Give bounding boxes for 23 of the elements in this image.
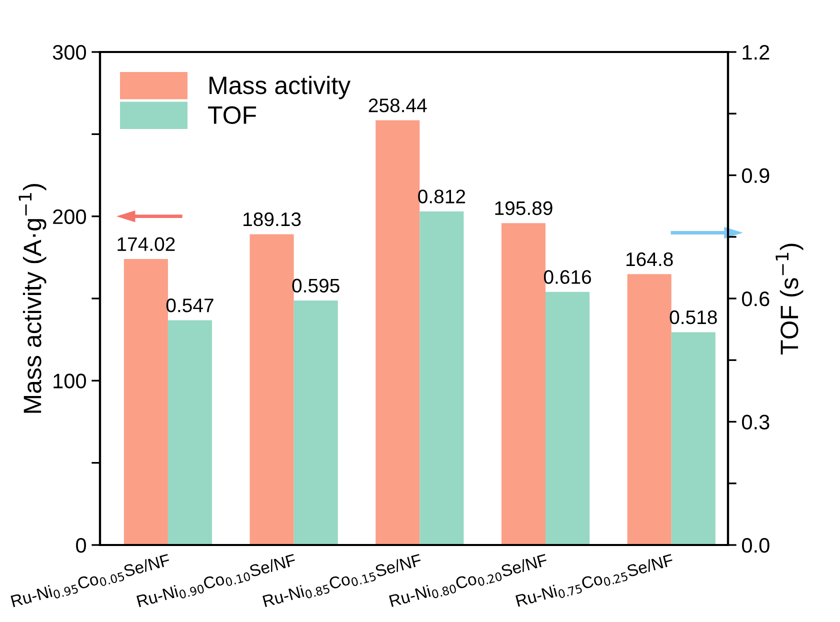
data-label: 0.616 [544,270,592,284]
y2-tick-label: 0.0 [742,538,770,553]
y2-axis-title: TOF (s$^{−1}$) [776,244,804,354]
y-axis-title: Mass activity (A·g$^{−1}$) [18,184,46,413]
data-label: 0.547 [166,298,214,312]
y2-tick-label: 0.6 [742,292,770,306]
data-label: 0.595 [292,278,340,293]
y2-tick-label: 1.2 [742,45,770,60]
y2-tick-label: 0.3 [742,414,770,430]
data-label: 174.02 [118,237,175,252]
data-label: 258.44 [368,98,427,112]
data-label: 0.812 [418,190,466,204]
y-tick-label: 100 [54,374,86,388]
data-label: 189.13 [244,212,301,226]
y-tick-label: 300 [52,45,86,60]
data-label: 0.518 [670,310,717,324]
y-tick-label: 0 [76,538,86,553]
legend-label: TOF [208,106,256,124]
y-tick-label: 200 [53,209,86,224]
data-label: 164.8 [626,252,673,266]
data-label: 195.89 [495,201,552,216]
y2-tick-label: 0.9 [742,168,770,184]
legend-label: Mass activity [210,76,351,100]
